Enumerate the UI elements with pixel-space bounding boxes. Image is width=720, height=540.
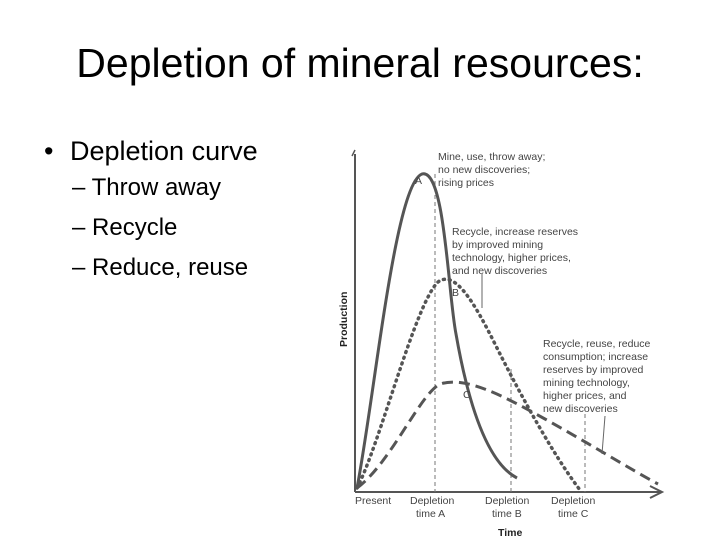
annotation-b-line: by improved mining	[452, 239, 543, 251]
sub-bullet-text: Throw away	[91, 174, 221, 201]
x-tick-depletion-c: Depletion	[551, 495, 596, 507]
annotation-a-line: no new discoveries;	[438, 164, 530, 176]
annotation-c-line: Recycle, reuse, reduce	[543, 338, 651, 350]
bullet-item: • Depletion curve	[44, 134, 324, 168]
sub-bullet-dash: –	[72, 254, 86, 281]
x-axis-title: Time	[498, 527, 522, 539]
annotation-b-line: and new discoveries	[452, 265, 547, 277]
x-axis-arrow	[649, 485, 665, 499]
curve-a	[355, 172, 518, 489]
x-tick-depletion-b-sub: time B	[492, 508, 522, 520]
curve-c	[356, 380, 659, 490]
bullet-marker: •	[44, 136, 54, 166]
sub-bullet-dash: –	[72, 174, 86, 201]
sub-bullet-item: – Recycle	[44, 208, 324, 248]
x-tick-depletion-a: Depletion	[410, 495, 455, 507]
sub-bullet-dash: –	[72, 214, 86, 241]
curve-label-a: A	[415, 175, 422, 187]
depletion-curve-svg: A B C Mine, use, throw away; no new disc…	[338, 149, 665, 539]
pointer-c	[601, 415, 606, 455]
annotation-c-line: higher prices, and	[543, 390, 627, 402]
y-axis-arrow	[351, 149, 356, 157]
annotation-b-line: technology, higher prices,	[452, 252, 571, 264]
annotation-a-line: rising prices	[438, 177, 494, 189]
sub-bullet-item: – Throw away	[44, 168, 324, 208]
annotation-c-line: reserves by improved	[543, 364, 644, 376]
annotation-c-line: consumption; increase	[543, 351, 648, 363]
annotation-a-line: Mine, use, throw away;	[438, 151, 545, 163]
x-tick-depletion-c-sub: time C	[558, 508, 589, 520]
curve-b	[355, 277, 582, 492]
y-axis-title: Production	[338, 292, 350, 347]
sub-bullet-text: Reduce, reuse	[92, 254, 249, 281]
depletion-curve-figure: A B C Mine, use, throw away; no new disc…	[330, 144, 675, 540]
annotation-c-line: mining technology,	[543, 377, 630, 389]
sub-bullet-text: Recycle	[92, 214, 178, 241]
curve-label-b: B	[452, 287, 459, 299]
bullet-text: Depletion curve	[70, 136, 258, 166]
curve-label-c: C	[463, 389, 471, 401]
x-tick-depletion-a-sub: time A	[416, 508, 445, 520]
annotation-b-line: Recycle, increase reserves	[452, 226, 578, 238]
x-tick-depletion-b: Depletion	[485, 495, 530, 507]
slide-title: Depletion of mineral resources:	[76, 40, 644, 86]
sub-bullet-item: – Reduce, reuse	[44, 248, 324, 288]
bullet-list: • Depletion curve – Throw away – Recycle …	[44, 134, 324, 288]
x-tick-present: Present	[355, 495, 391, 507]
annotation-c-line: new discoveries	[543, 403, 618, 415]
